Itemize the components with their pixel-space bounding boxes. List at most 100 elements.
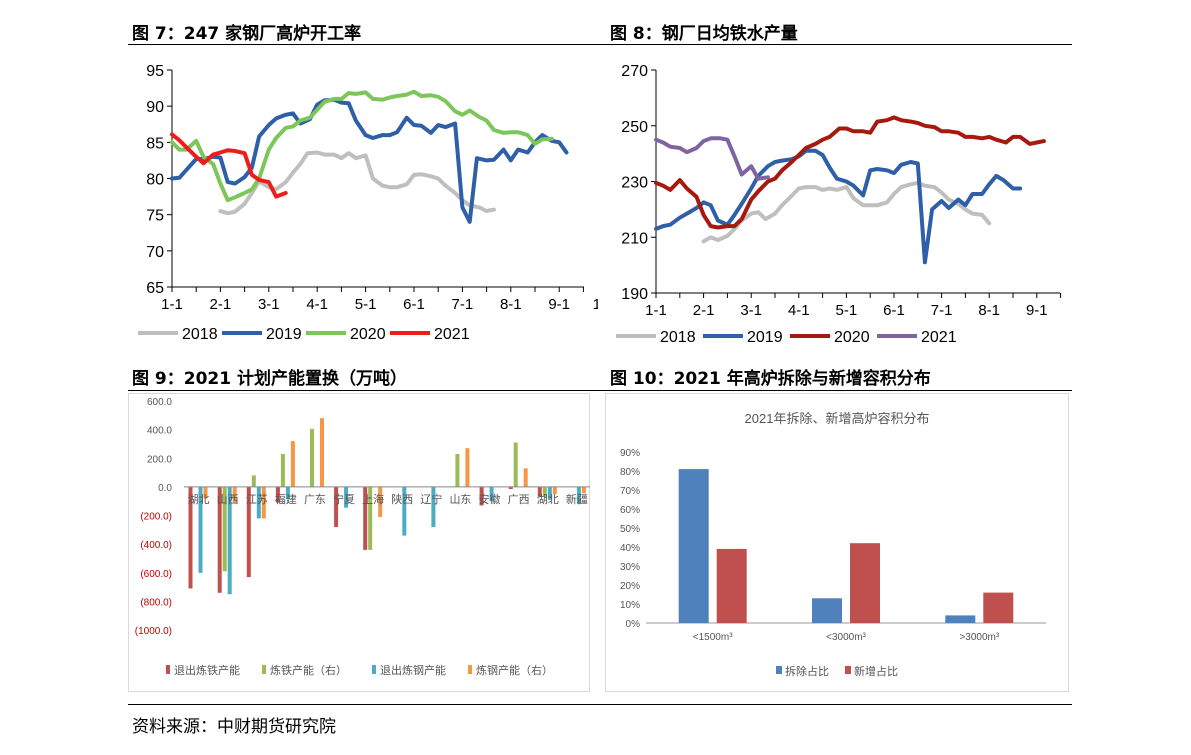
fig10-y-tick-label: 80%: [620, 467, 640, 478]
fig9-y-tick-label: (400.0): [140, 540, 172, 551]
fig9-bar-炼铁产能（右）: [455, 454, 460, 487]
fig9-bar-炼铁产能（右）: [310, 428, 314, 487]
fig10-y-tick-label: 90%: [620, 448, 640, 459]
fig9-category-label: 广东: [304, 493, 326, 506]
bottom-rule: [128, 704, 1072, 705]
fig9-bar-退出炼钢产能: [344, 486, 349, 508]
fig10-bar-拆除占比: [812, 598, 842, 623]
fig10-category-label: >3000m³: [959, 632, 999, 643]
fig9-legend-swatch-0: [166, 665, 170, 674]
fig9-y-tick-label: (600.0): [140, 569, 172, 580]
fig9-category-label: 江苏: [246, 493, 268, 506]
fig9-title: 图 9：2021 计划产能置换（万吨）: [132, 369, 407, 389]
fig9-category-label: 湖北: [537, 493, 559, 506]
fig7-y-tick-label: 95: [146, 63, 164, 80]
fig9-bar-退出炼钢产能: [547, 486, 552, 500]
fig9-bar-退出炼钢产能: [256, 486, 261, 519]
fig9-y-tick-label: 600.0: [147, 397, 172, 408]
fig10-y-tick-label: 10%: [620, 600, 640, 611]
fig8-x-tick-label: 1-1: [645, 302, 667, 319]
fig7-legend-label-2021: 2021: [434, 326, 470, 343]
fig8-x-tick-label: 3-1: [740, 302, 762, 319]
fig7-x-tick-label: 8-1: [500, 296, 522, 313]
fig7-x-tick-label: 3-1: [258, 296, 280, 313]
fig7-x-tick-label: 6-1: [403, 296, 425, 313]
fig10-legend-swatch-1: [845, 666, 851, 674]
fig9-bar-炼钢产能（右）: [320, 418, 324, 487]
fig10-y-tick-label: 20%: [620, 581, 640, 592]
fig9-category-label: 山西: [217, 493, 239, 506]
fig7-x-tick-label: 9-1: [548, 296, 570, 313]
fig8-x-tick-label: 6-1: [883, 302, 905, 319]
fig8-y-tick-label: 270: [621, 63, 648, 80]
fig8-legend-label-2020: 2020: [834, 329, 870, 346]
fig9-bar-退出炼铁产能: [246, 486, 251, 578]
fig7-x-tick-label: 2-1: [210, 296, 232, 313]
fig10-bar-新增占比: [983, 592, 1014, 623]
fig9-bar-退出炼铁产能: [188, 486, 193, 589]
fig9-legend-label-1: 炼铁产能（右）: [270, 663, 347, 677]
fig9-legend-swatch-3: [468, 665, 472, 674]
fig9-bar-退出炼钢产能: [489, 486, 494, 502]
fig9-bar-炼钢产能（右）: [290, 441, 295, 487]
fig8-series-2019: [654, 148, 1023, 265]
fig7-y-tick-label: 90: [146, 99, 164, 116]
fig9-bar-退出炼钢产能: [198, 486, 203, 573]
fig9-bar-炼钢产能（右）: [581, 486, 586, 494]
fig9-bar-退出炼钢产能: [431, 486, 436, 527]
fig9-bar-炼钢产能（右）: [465, 448, 470, 487]
source-note: 资料来源：中财期货研究院: [132, 717, 336, 737]
fig10-bar-chart: 2021年拆除、新增高炉容积分布 90% 80% 70% 60% 50% 40% 30% 20%…: [620, 411, 1046, 678]
fig10-y-tick-label: 70%: [620, 486, 640, 497]
fig7-y-tick-label: 80: [146, 172, 164, 189]
fig9-bar-炼铁产能（右）: [513, 442, 518, 487]
fig9-category-label: 湖北: [188, 493, 210, 506]
fig7-legend-label-2018: 2018: [182, 326, 218, 343]
fig8-y-tick-label: 190: [621, 286, 648, 303]
fig9-y-tick-label: 200.0: [147, 454, 172, 465]
fig7-series-2019: [170, 97, 569, 224]
fig9-category-label: 陕西: [391, 492, 413, 506]
fig9-bar-炼铁产能（右）: [280, 454, 285, 487]
fig9-bar-退出炼铁产能: [334, 486, 339, 527]
fig8-y-tick-label: 210: [621, 230, 648, 247]
fig9-bar-炼钢产能（右）: [261, 486, 266, 519]
fig7-y-tick-label: 70: [146, 244, 164, 261]
fig9-bar-炼钢产能（右）: [523, 468, 528, 487]
fig7-x-tick-label: 10-1: [593, 296, 598, 313]
fig10-bar-新增占比: [716, 548, 747, 623]
fig8-series-2021: [654, 136, 770, 181]
fig9-bar-退出炼钢产能: [402, 486, 407, 536]
fig9-bar-退出炼钢产能: [576, 486, 581, 505]
fig10-y-tick-label: 30%: [620, 562, 640, 573]
fig8-title: 图 8：钢厂日均铁水产量: [610, 24, 798, 44]
fig7-legend-label-2019: 2019: [266, 326, 302, 343]
fig8-x-tick-label: 8-1: [978, 302, 1000, 319]
fig9-legend-swatch-2: [372, 665, 376, 674]
fig10-legend-swatch-0: [776, 666, 782, 674]
fig9-legend-label-2: 退出炼钢产能: [380, 663, 446, 677]
fig9-category-label: 上海: [362, 492, 384, 506]
fig7-x-tick-label: 4-1: [306, 296, 328, 313]
fig8-y-tick-label: 250: [621, 119, 648, 136]
fig10-y-tick-label: 50%: [620, 524, 640, 535]
fig9-category-label: 新疆: [566, 492, 588, 506]
fig9-legend-label-3: 炼钢产能（右）: [476, 663, 553, 677]
fig7-series-2020: [170, 89, 554, 203]
fig9-bar-退出炼钢产能: [227, 486, 232, 595]
fig8-legend-label-2021: 2021: [921, 329, 957, 346]
fig10-category-label: <3000m³: [826, 632, 866, 643]
fig10-legend-label-1: 新增占比: [854, 664, 898, 678]
fig9-bar-炼铁产能（右）: [368, 486, 373, 550]
fig9-bar-退出炼铁产能: [508, 486, 513, 489]
fig8-legend-label-2019: 2019: [747, 329, 783, 346]
fig8-x-tick-label: 4-1: [788, 302, 810, 319]
fig9-bar-退出炼铁产能: [537, 486, 542, 497]
fig9-category-label: 宁夏: [333, 492, 355, 506]
fig9-y-tick-label: (1000.0): [135, 626, 172, 637]
fig9-bar-炼铁产能（右）: [542, 486, 547, 497]
fig9-frame: [128, 393, 590, 692]
fig9-y-tick-label: 0.0: [158, 483, 172, 494]
fig7-line-chart: 95 90 85 80 75 70 651-1 2-1 3-1 4-1 5-1 6-1 7-1 8-1 9-…: [138, 63, 598, 343]
